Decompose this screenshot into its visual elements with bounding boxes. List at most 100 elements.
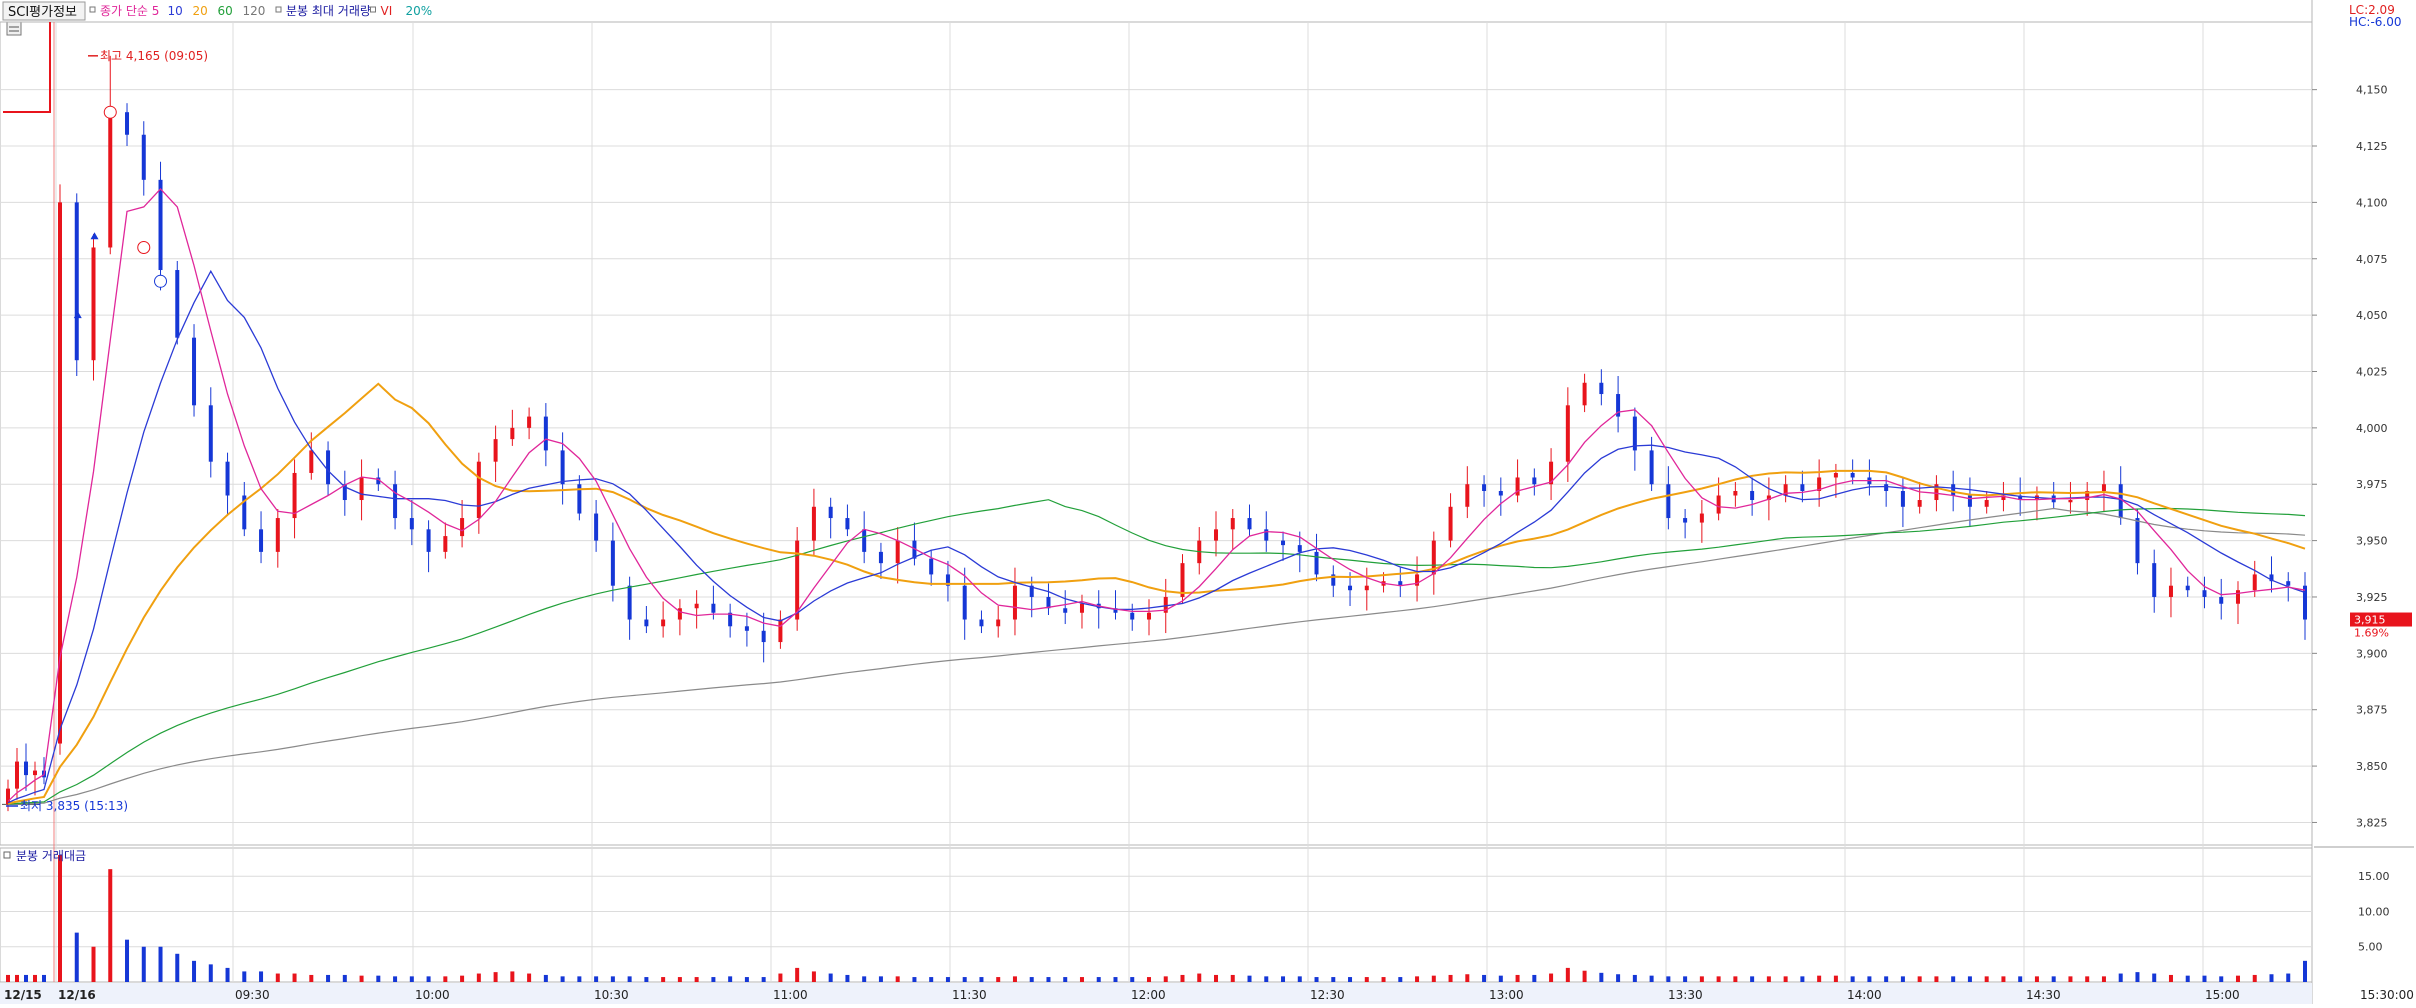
candle-body — [761, 630, 766, 643]
candle-body — [627, 585, 632, 620]
volume-bar — [761, 977, 766, 982]
volume-panel-toggle-icon[interactable] — [3, 851, 11, 859]
volume-bar — [962, 977, 967, 982]
candle-body — [2068, 500, 2073, 503]
legend-item[interactable]: 20% — [406, 4, 433, 18]
volume-bar — [1716, 976, 1721, 982]
candle-body — [811, 506, 816, 541]
volume-bar — [2085, 976, 2090, 982]
volume-bar — [409, 976, 414, 982]
volume-bar — [208, 964, 213, 982]
candle-body — [1984, 500, 1989, 507]
candle-body — [2135, 518, 2140, 564]
volume-bar — [895, 976, 900, 982]
volume-bar — [862, 976, 867, 982]
volume-bar — [2269, 974, 2274, 982]
volume-bar — [1247, 975, 1252, 982]
volume-bar — [945, 977, 950, 982]
volume-bar — [2034, 976, 2039, 982]
volume-bar — [661, 977, 666, 982]
volume-bar — [125, 939, 130, 982]
candle-body — [510, 427, 515, 440]
moving-average-5 — [7, 187, 2306, 802]
hc-label: HC:-6.00 — [2349, 15, 2402, 29]
volume-bar — [1012, 976, 1017, 982]
time-tick-label: 12/15 — [4, 988, 42, 1002]
volume-bar — [1532, 974, 1537, 982]
volume-bar — [493, 972, 498, 982]
time-tick-label: 10:00 — [415, 988, 450, 1002]
moving-average-10 — [7, 269, 2306, 804]
candle-body — [342, 484, 347, 501]
volume-bar — [1515, 974, 1520, 982]
volume-bar — [878, 976, 883, 982]
moving-average-120 — [7, 507, 2306, 805]
candle-body — [275, 518, 280, 552]
candle-body — [694, 603, 699, 609]
legend-item[interactable]: 종가 단순 5 — [100, 4, 159, 18]
candle-body — [1180, 563, 1185, 597]
candle-body — [493, 439, 498, 462]
candle-body — [443, 536, 448, 552]
volume-bar — [1833, 975, 1838, 982]
candle-body — [979, 619, 984, 627]
candle-body — [1917, 500, 1922, 507]
candle-body — [912, 540, 917, 559]
volume-bar — [1498, 975, 1503, 982]
price-tick-label: 4,075 — [2356, 253, 2388, 266]
candle-body — [945, 574, 950, 586]
candle-body — [1482, 484, 1487, 491]
volume-bar — [359, 975, 364, 982]
legend-item[interactable]: VI — [381, 4, 393, 18]
candle-body — [6, 788, 10, 805]
volume-bar — [577, 976, 582, 982]
volume-bar — [58, 855, 62, 982]
candle-body — [1130, 612, 1135, 620]
candle-body — [1549, 461, 1554, 485]
volume-bar — [2118, 973, 2123, 982]
candle-body — [1214, 529, 1219, 541]
stock-tab[interactable] — [2, 1, 86, 21]
legend-item[interactable]: 분봉 최대 거래량 — [286, 4, 371, 18]
time-tick-label: 11:30 — [952, 988, 987, 1002]
volume-bar — [1381, 977, 1386, 982]
volume-bar — [1046, 977, 1051, 982]
time-tick-label: 13:30 — [1668, 988, 1703, 1002]
candle-body — [1951, 484, 1956, 496]
volume-bar — [1733, 976, 1738, 982]
volume-bar — [1934, 976, 1939, 982]
volume-bar — [929, 977, 934, 982]
candle-body — [1766, 495, 1771, 501]
volume-bar — [309, 974, 314, 982]
volume-bar — [225, 967, 230, 982]
candle-body — [1163, 596, 1168, 613]
volume-bar — [1666, 976, 1671, 982]
legend-item[interactable]: 60 — [218, 4, 233, 18]
candle-body — [1833, 472, 1838, 478]
indicator-legend: 종가 단순 5 10 20 60 120 분봉 최대 거래량 VI 20% — [89, 4, 433, 18]
volume-tick-label: 5.00 — [2358, 941, 2383, 954]
candle-body — [1297, 545, 1302, 552]
candle-body — [259, 529, 264, 552]
candle-body — [426, 529, 431, 552]
price-tick-label: 4,050 — [2356, 309, 2388, 322]
settings-icon[interactable] — [6, 21, 22, 36]
candle-body — [1817, 477, 1822, 491]
signal-marker — [154, 274, 168, 288]
stock-name-label: SCI평가정보 — [8, 5, 77, 20]
candle-body — [1431, 540, 1436, 575]
volume-bar — [393, 976, 398, 982]
volume-bar — [1917, 976, 1922, 982]
legend-item[interactable]: 20 — [193, 4, 208, 18]
volume-bar — [1699, 976, 1704, 982]
volume-bar — [828, 973, 833, 982]
candle-body — [141, 134, 146, 180]
volume-bar — [1431, 975, 1436, 982]
volume-bar — [1113, 977, 1118, 982]
candle-body — [1515, 477, 1520, 496]
volume-bar — [108, 869, 113, 982]
volume-bar — [1348, 977, 1353, 982]
legend-item[interactable]: 10 — [168, 4, 183, 18]
legend-item[interactable]: 120 — [243, 4, 266, 18]
candle-body — [1850, 472, 1855, 478]
